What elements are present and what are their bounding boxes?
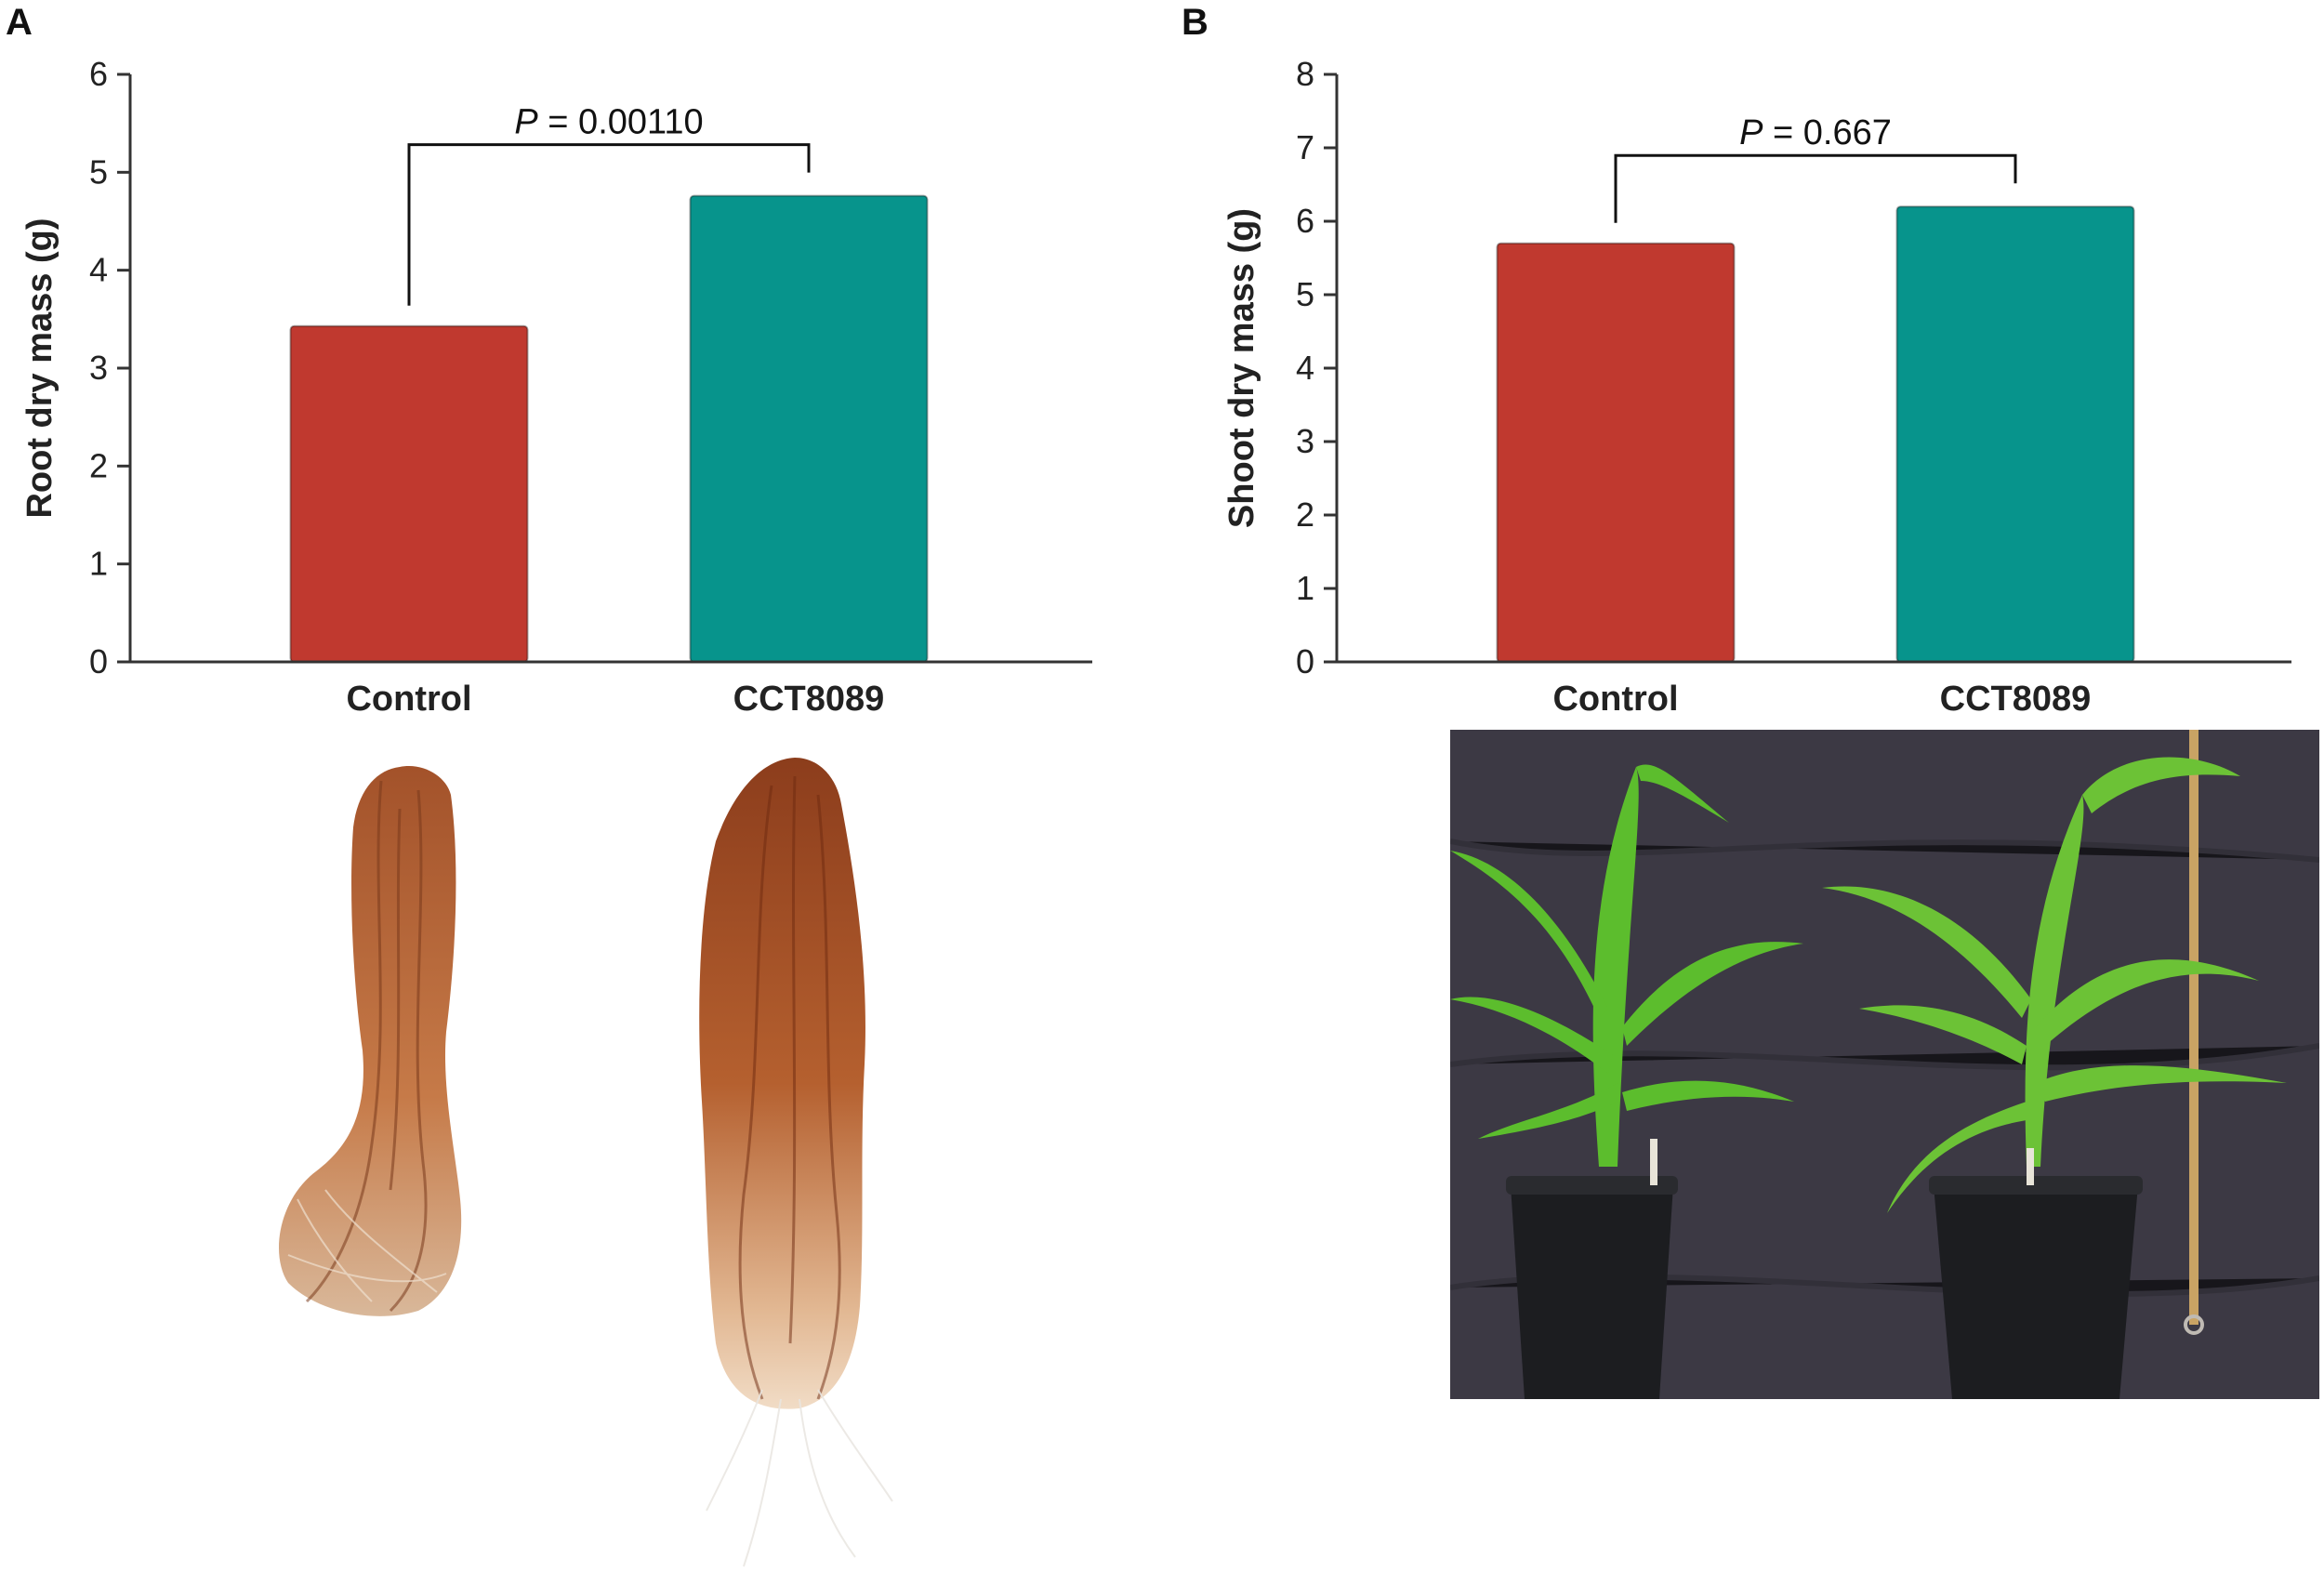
- root-dry-mass-chart: 0 1 2 3 4 5 6 Root dry mass (g) Control CCT8089…: [20, 55, 1092, 719]
- y-tick-label: 6: [89, 55, 108, 93]
- root-system-control-photo: [279, 766, 462, 1316]
- root-system-cct8089-photo: [699, 758, 893, 1567]
- x-category-label: Control: [346, 680, 471, 719]
- maize-plants-photo: [1450, 730, 2319, 1399]
- y-tick-label: 5: [89, 152, 108, 191]
- panel-letter-a: A: [6, 2, 33, 43]
- y-tick-label: 5: [1296, 275, 1314, 313]
- y-tick-label: 6: [1296, 202, 1314, 240]
- y-tick-label: 2: [89, 446, 108, 484]
- y-tick-label: 2: [1296, 495, 1314, 534]
- y-tick-label: 3: [1296, 422, 1314, 460]
- y-tick-label: 1: [89, 545, 108, 583]
- y-tick-label: 4: [1296, 349, 1314, 387]
- significance-bracket: [1614, 153, 2017, 223]
- bar-cct8089: [689, 194, 929, 663]
- p-value-label: P = 0.00110: [514, 103, 703, 142]
- y-tick-label: 0: [89, 642, 108, 680]
- bar-control: [1496, 242, 1736, 663]
- y-tick-label: 3: [89, 349, 108, 387]
- bar-cct8089: [1895, 205, 2135, 663]
- x-category-label: CCT8089: [1940, 680, 2092, 719]
- x-category-label: CCT8089: [733, 680, 885, 719]
- y-tick-label: 8: [1296, 55, 1314, 93]
- y-tick-label: 7: [1296, 128, 1314, 166]
- y-tick-label: 4: [89, 251, 108, 289]
- significance-bracket: [407, 143, 811, 306]
- y-tick-label: 0: [1296, 642, 1314, 680]
- y-axis-title: Root dry mass (g): [20, 218, 59, 518]
- y-axis-title: Shoot dry mass (g): [1222, 208, 1261, 528]
- x-category-label: Control: [1552, 680, 1678, 719]
- shoot-dry-mass-chart: 0 1 2 3 4 5 6 7 8 Shoot dry mass (g) Control CCT8…: [1222, 55, 2291, 719]
- p-value-label: P = 0.667: [1739, 113, 1892, 152]
- y-tick-label: 1: [1296, 569, 1314, 607]
- panel-letter-b: B: [1182, 2, 1208, 43]
- bar-control: [289, 324, 529, 663]
